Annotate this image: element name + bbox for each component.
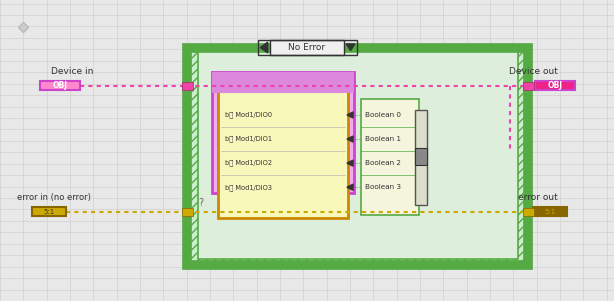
FancyBboxPatch shape xyxy=(218,81,348,218)
Text: OBJ: OBJ xyxy=(548,81,563,90)
Text: error in (no error): error in (no error) xyxy=(17,193,91,202)
FancyBboxPatch shape xyxy=(535,81,575,90)
Text: b㏛ Mod1/DIO3: b㏛ Mod1/DIO3 xyxy=(225,184,272,191)
FancyBboxPatch shape xyxy=(40,81,80,90)
Polygon shape xyxy=(347,184,353,190)
Polygon shape xyxy=(347,112,353,118)
Polygon shape xyxy=(347,160,353,166)
FancyBboxPatch shape xyxy=(533,207,567,216)
FancyBboxPatch shape xyxy=(182,208,193,216)
FancyBboxPatch shape xyxy=(415,148,427,166)
Text: Boolean 0: Boolean 0 xyxy=(365,112,401,118)
Text: ?: ? xyxy=(198,198,203,208)
FancyBboxPatch shape xyxy=(182,82,193,90)
Polygon shape xyxy=(347,136,353,142)
FancyBboxPatch shape xyxy=(415,110,427,205)
Text: Boolean 2: Boolean 2 xyxy=(365,160,401,166)
Text: b㏛ Mod1/DIO0: b㏛ Mod1/DIO0 xyxy=(225,112,272,118)
Text: b㏛ Mod1/DIO1: b㏛ Mod1/DIO1 xyxy=(225,136,272,142)
FancyBboxPatch shape xyxy=(270,40,344,55)
Text: 5:1: 5:1 xyxy=(43,209,55,215)
FancyBboxPatch shape xyxy=(187,48,528,265)
Text: No Error: No Error xyxy=(289,43,325,52)
Text: Boolean 3: Boolean 3 xyxy=(365,184,401,190)
Text: Device out: Device out xyxy=(508,67,558,76)
FancyBboxPatch shape xyxy=(361,99,419,215)
Polygon shape xyxy=(260,42,268,53)
FancyBboxPatch shape xyxy=(523,208,534,216)
Text: 5:1: 5:1 xyxy=(544,209,556,215)
FancyBboxPatch shape xyxy=(212,72,354,193)
FancyBboxPatch shape xyxy=(523,82,534,90)
Text: Boolean 1: Boolean 1 xyxy=(365,136,401,142)
Polygon shape xyxy=(346,44,355,51)
FancyBboxPatch shape xyxy=(212,72,354,93)
Text: error out: error out xyxy=(518,193,558,202)
Text: b㏛ Mod1/DIO2: b㏛ Mod1/DIO2 xyxy=(225,160,272,166)
FancyBboxPatch shape xyxy=(32,207,66,216)
Text: Device in: Device in xyxy=(51,67,94,76)
FancyBboxPatch shape xyxy=(198,52,518,259)
Text: OBJ: OBJ xyxy=(52,81,68,90)
